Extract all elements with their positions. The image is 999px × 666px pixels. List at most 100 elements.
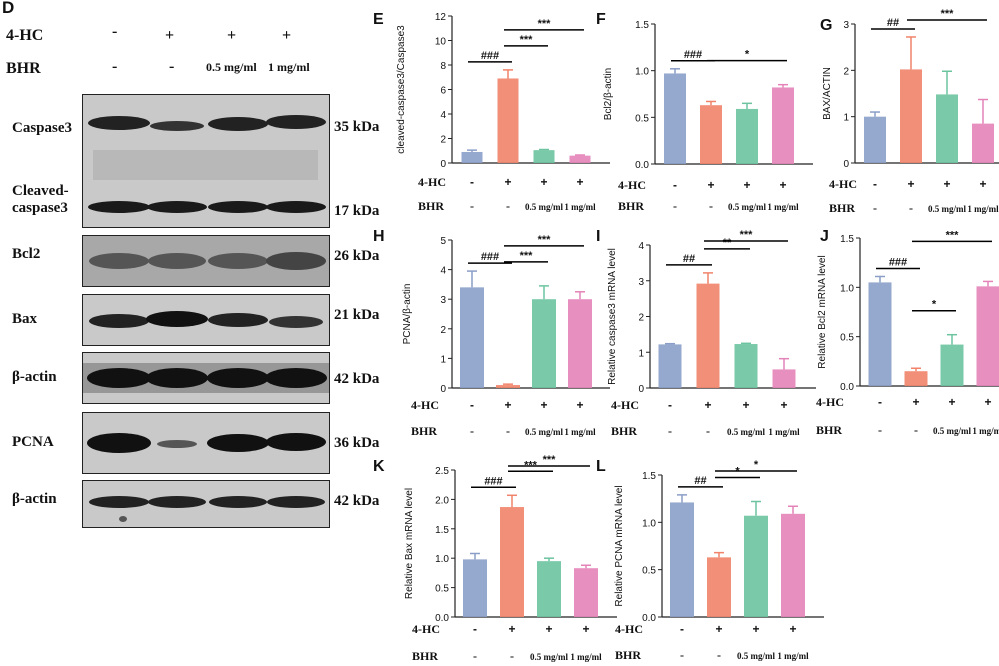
y-tick-label: 3 [638,277,644,288]
y-tick-label: 2.0 [435,495,449,506]
blot-label-bax: Bax [12,311,38,327]
group-sign: - [680,622,684,636]
significance-label: * [745,49,750,61]
y-tick-label: 0.5 [840,333,854,344]
kda-label: 36 kDa [334,435,380,451]
group-row-label: BHR [611,424,637,438]
blot-beta-actin-1 [82,352,330,404]
group-sign: + [508,622,515,636]
group-sign: 0.5 mg/ml [727,427,765,437]
significance-label: *** [946,229,960,241]
bar [976,286,999,386]
group-sign: - [470,175,474,189]
group-sign: - [470,424,474,438]
group-sign: 0.5 mg/ml [525,202,563,212]
group-sign: - [473,622,477,636]
group-sign: - [909,201,913,215]
panel-letter: H [373,228,385,245]
y-axis-label: Relative Bcl2 mRNA level [817,255,828,368]
blot-bax [82,294,330,346]
group-sign: - [673,199,677,213]
y-tick-label: 8 [440,61,446,72]
group-row-label: BHR [618,199,644,213]
significance-label: *** [520,250,534,262]
condition-sign: - [112,58,118,75]
condition-label-4hc: 4-HC [6,27,44,44]
group-sign: - [510,649,514,663]
panel-letter: I [596,228,600,245]
group-sign: - [470,398,474,412]
group-sign: 1 mg/ml [777,651,809,661]
group-sign: 1 mg/ml [570,652,602,662]
blot-pcna [82,412,330,474]
y-tick-label: 2 [843,66,849,77]
blot-label-cleaved-caspase3: caspase3 [12,200,68,216]
group-sign: 1 mg/ml [967,204,999,214]
y-tick-label: 0 [638,384,644,395]
significance-label: * [932,299,937,311]
bar [497,78,519,163]
y-tick-label: 2 [440,325,446,336]
y-tick-label: 4 [440,266,446,277]
bar [696,283,720,388]
bar [734,344,758,388]
group-row-label: BHR [816,423,842,437]
bar [904,371,928,386]
y-axis-label: BAX/ACTIN [822,67,833,120]
bar [772,369,796,388]
group-row-label: BHR [411,424,437,438]
y-tick-label: 1.0 [635,67,649,78]
y-tick-label: 10 [435,37,447,48]
bar [900,69,922,163]
y-tick-label: 4 [440,110,446,121]
group-sign: - [673,178,677,192]
significance-label: *** [520,34,534,46]
blot-label-beta-actin: β-actin [12,491,57,507]
bar [868,282,892,386]
group-sign: + [907,177,914,191]
group-sign: - [706,424,710,438]
group-sign: + [779,178,786,192]
bar [532,299,556,388]
bar [670,502,694,617]
significance-label: ### [889,256,907,268]
group-row-label: 4-HC [412,622,440,636]
y-tick-label: 0 [440,384,446,395]
significance-label: *** [538,234,552,246]
blot-caspase3 [82,94,330,228]
group-sign: - [873,177,877,191]
bar [940,344,964,386]
group-sign: + [504,398,511,412]
group-sign: + [742,398,749,412]
y-tick-label: 0.5 [435,584,449,595]
y-tick-label: 0.5 [642,566,656,577]
bar [781,513,805,617]
significance-label: *** [740,229,754,241]
kda-label: 35 kDa [334,119,380,135]
significance-label: ## [887,17,899,29]
significance-label: * [754,459,759,471]
group-row-label: 4-HC [618,178,646,192]
bar [772,87,794,164]
group-sign: - [878,395,882,409]
bar [574,568,598,617]
group-sign: + [504,175,511,189]
significance-label: ## [694,475,706,487]
kda-label: 42 kDa [334,371,380,387]
y-tick-label: 2 [638,313,644,324]
y-tick-label: 1 [843,113,849,124]
y-axis-label: cleaved-caspase3/Caspase3 [396,25,407,154]
group-sign: - [873,201,877,215]
y-tick-label: 0 [440,159,446,170]
bar [736,108,758,164]
group-row-label: 4-HC [816,395,844,409]
group-row-label: 4-HC [829,177,857,191]
group-sign: + [707,178,714,192]
significance-label: ### [684,49,702,61]
blot-label-cleaved: Cleaved- [12,183,69,199]
kda-label: 21 kDa [334,307,380,323]
group-sign: - [717,648,721,662]
condition-sign: + [282,27,292,44]
group-sign: + [743,178,750,192]
